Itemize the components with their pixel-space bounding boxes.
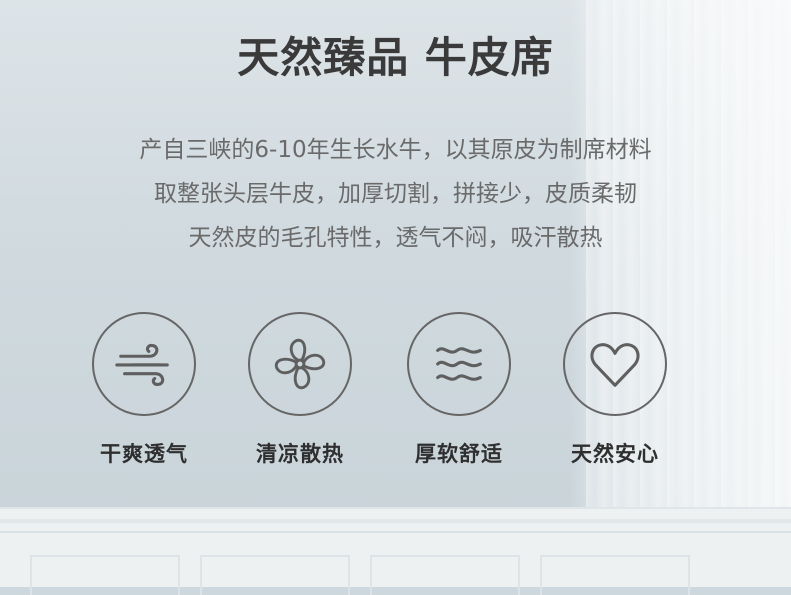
description-line: 产自三峡的6-10年生长水牛，以其原皮为制席材料 [139,137,652,163]
fan-icon [274,338,326,390]
feature-cool: 清凉散热 [230,312,370,468]
page-title: 天然臻品 牛皮席 [237,33,554,82]
feature-label: 清凉散热 [256,442,344,466]
feature-dry-breathable: 干爽透气 [74,312,214,468]
waves-icon [436,347,482,381]
description-line: 取整张头层牛皮，加厚切割，拼接少，皮质柔韧 [154,181,637,207]
description-line: 天然皮的毛孔特性，透气不闷，吸汗散热 [188,225,603,251]
heart-icon [590,343,640,387]
feature-soft-comfort: 厚软舒适 [389,312,529,468]
wall-panel-decoration [0,507,791,595]
description-block: 产自三峡的6-10年生长水牛，以其原皮为制席材料 取整张头层牛皮，加厚切割，拼接… [0,128,791,260]
feature-icon-circle [92,312,196,416]
feature-label: 天然安心 [571,442,659,466]
feature-label: 厚软舒适 [415,442,503,466]
feature-icon-circle [563,312,667,416]
feature-label: 干爽透气 [100,442,188,466]
feature-icon-circle [248,312,352,416]
wind-icon [115,343,169,386]
curtain-decoration [586,0,791,585]
feature-icon-circle [407,312,511,416]
feature-natural-safe: 天然安心 [545,312,685,468]
